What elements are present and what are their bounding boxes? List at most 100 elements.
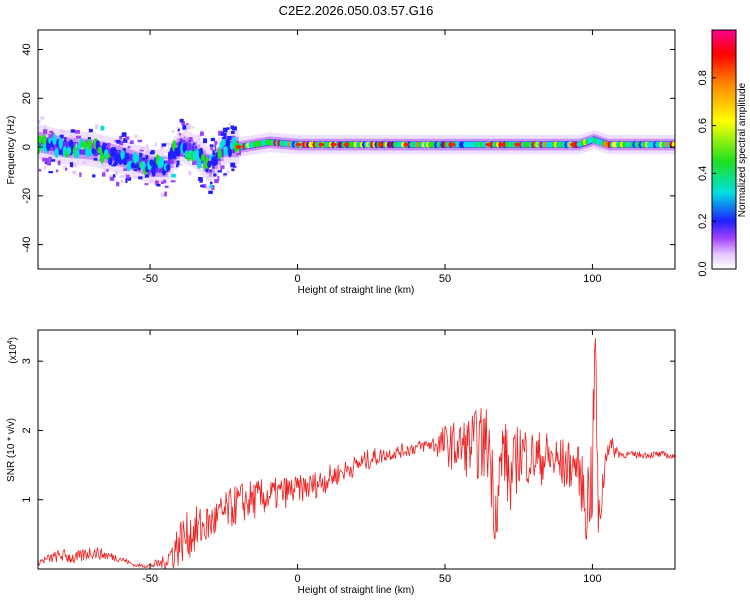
spectrogram-cell [214, 179, 219, 184]
spectrogram-cell [103, 168, 107, 173]
spectrogram-cell [45, 158, 50, 163]
spectrogram-cell [58, 137, 63, 149]
spectrogram-cell [179, 129, 183, 134]
spectrogram-cell [74, 163, 78, 168]
spectrogram-cell [61, 141, 66, 154]
colorbar-gradient [711, 29, 737, 270]
top-y-axis: -40 -20 0 20 40 [21, 43, 675, 253]
chart-title: C2E2.2026.050.03.57.G16 [279, 3, 434, 18]
spectrogram-cell [70, 129, 76, 133]
spectrogram-cell [197, 137, 201, 141]
spectrogram-panel: -50 0 50 100 -40 -20 0 20 40 Height of straight… [6, 29, 676, 296]
spectrogram-cell [42, 157, 48, 162]
spectrogram-cell [175, 164, 179, 168]
colorbar-tick-label: 0.6 [697, 118, 709, 133]
spectrogram-cell [210, 137, 216, 142]
spectrogram-cell [114, 170, 119, 176]
spectrogram-cell [139, 149, 144, 152]
bottom-x-axis-label: Height of straight line (km) [298, 585, 415, 596]
spectrogram-cell [162, 154, 167, 158]
spectrogram-cell [91, 145, 96, 149]
spectrogram-cell [69, 151, 73, 156]
spectrogram-cell [79, 172, 82, 178]
spectrogram-cell [38, 135, 43, 144]
spectrogram-cell [139, 152, 143, 157]
spectrogram-cell [160, 193, 165, 197]
spectrogram-cell [295, 142, 302, 147]
spectrogram-cell [125, 178, 128, 183]
spectrogram-cell [100, 125, 105, 131]
spectrogram-cell [167, 156, 172, 169]
top-y-axis-label: Frequency (Hz) [6, 116, 17, 185]
spectrogram-cell [64, 137, 67, 142]
spectrogram-cell [134, 164, 139, 169]
spectrogram-cell [183, 155, 186, 158]
spectrogram-cell [134, 155, 140, 163]
spectrogram-cell [147, 170, 151, 175]
spectrogram-cell [129, 140, 134, 144]
snr-series-line [38, 338, 675, 569]
spectrogram-cell [228, 122, 231, 126]
spectrogram-cell [185, 141, 190, 154]
spectrogram-cell [235, 145, 242, 150]
spectrogram-frame [37, 29, 676, 270]
spectrogram-cell [236, 150, 242, 156]
spectrogram-cell [72, 170, 77, 175]
y-tick-label: 20 [21, 92, 33, 104]
x-tick-label: 100 [583, 273, 601, 285]
spectrogram-cell [209, 184, 213, 189]
spectrogram-cell [221, 137, 227, 140]
spectrogram-cell [207, 160, 212, 169]
spectrogram-cell [171, 130, 174, 133]
spectrogram-cell [124, 153, 129, 160]
spectrogram-cell [50, 159, 56, 162]
spectrogram-cell [192, 160, 197, 165]
spectrogram-cell [217, 176, 220, 181]
spectrogram-cell [343, 142, 350, 147]
spectrogram-cell [48, 134, 53, 139]
bottom-y-axis-label: SNR (10 * v/v) [6, 418, 17, 482]
x-tick-label: -50 [142, 273, 158, 285]
spectrogram-cell [88, 128, 93, 133]
spectrogram-cell [671, 141, 675, 148]
spectrogram-cell [192, 126, 195, 129]
spectrogram-cell [210, 181, 213, 185]
spectrogram-cell [179, 118, 184, 123]
spectrogram-cell [173, 169, 176, 174]
spectrogram-cell [210, 146, 213, 150]
spectrogram-cell [43, 125, 47, 130]
spectrogram-cell [51, 132, 55, 137]
spectrogram-cell [66, 146, 72, 155]
spectrogram-cell [200, 131, 204, 136]
spectrogram-cell [178, 133, 182, 136]
spectrogram-cell [164, 191, 167, 197]
spectrogram-cell [227, 135, 232, 141]
spectrogram-cell [45, 163, 48, 166]
y-tick-label: 3 [21, 358, 33, 364]
spectrogram-cell [231, 130, 235, 134]
spectrogram-cell [129, 153, 133, 166]
spectrogram-cell [208, 190, 213, 194]
spectrogram-cell [205, 168, 209, 173]
spectrogram-cell [176, 160, 180, 166]
spectrogram-cell [41, 134, 47, 147]
spectrogram-cell [211, 146, 216, 150]
spectrogram-cell [171, 153, 177, 159]
spectrogram-cell [141, 157, 146, 160]
colorbar-ticks: 0.0 0.2 0.4 0.6 0.8 [697, 70, 716, 277]
spectrogram-cell [59, 134, 64, 139]
spectrogram-cell [514, 142, 521, 147]
spectrogram-cell [123, 168, 128, 171]
spectrogram-cell [161, 143, 167, 147]
spectrogram-cell [171, 173, 176, 178]
spectrogram-cell [200, 184, 204, 188]
y-tick-label: 40 [21, 43, 33, 55]
spectrogram-cell [218, 130, 223, 136]
spectrogram-cell [214, 140, 218, 146]
spectrogram-cell [209, 144, 214, 148]
spectrogram-cell [74, 130, 80, 134]
spectrogram-cell [160, 181, 164, 185]
spectrogram-cell [127, 146, 131, 149]
spectrogram-cell [217, 148, 222, 160]
spectrogram-cell [69, 134, 74, 139]
